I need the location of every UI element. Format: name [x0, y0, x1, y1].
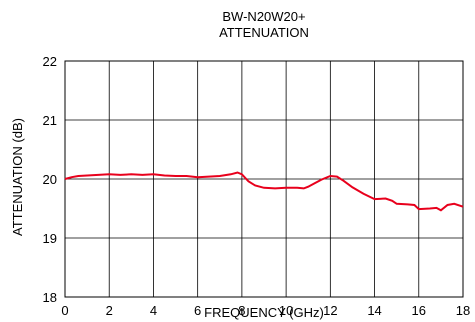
x-axis-label: FREQUENCY (GHz) — [204, 305, 324, 320]
x-tick-label: 16 — [412, 303, 426, 318]
x-tick-label: 0 — [61, 303, 68, 318]
x-tick-label: 2 — [106, 303, 113, 318]
series-line — [64, 171, 464, 212]
x-tick-label: 12 — [323, 303, 337, 318]
y-tick-label: 19 — [43, 231, 57, 246]
x-tick-label: 10 — [279, 303, 293, 318]
y-tick-label: 21 — [43, 113, 57, 128]
x-tick-label: 4 — [150, 303, 157, 318]
x-tick-label: 14 — [367, 303, 381, 318]
y-tick-labels: 18 19 20 21 22 — [43, 54, 57, 305]
y-tick-label: 20 — [43, 172, 57, 187]
y-tick-label: 18 — [43, 290, 57, 305]
y-tick-label: 22 — [43, 54, 57, 69]
x-tick-label: 18 — [456, 303, 470, 318]
x-tick-labels: 0 2 4 6 8 10 12 14 16 18 — [61, 303, 470, 318]
grid-lines — [64, 60, 464, 298]
chart-subtitle: ATTENUATION — [219, 25, 309, 40]
x-tick-label: 6 — [194, 303, 201, 318]
chart-title: BW-N20W20+ — [222, 9, 305, 24]
x-tick-label: 8 — [238, 303, 245, 318]
y-axis-label: ATTENUATION (dB) — [10, 118, 25, 236]
